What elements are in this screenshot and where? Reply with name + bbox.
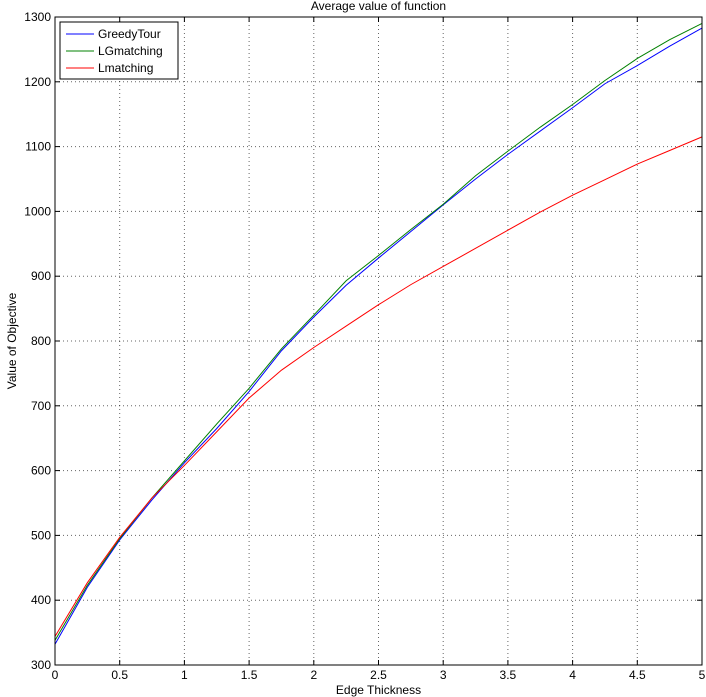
legend-label-lmatching: Lmatching	[98, 61, 153, 75]
x-tick-label: 1.5	[241, 668, 258, 682]
y-tick-label: 1300	[24, 10, 51, 24]
x-tick-label: 1	[181, 668, 188, 682]
x-tick-label: 4.5	[629, 668, 646, 682]
series-line-lgmatching	[54, 23, 703, 641]
series-lines	[54, 23, 703, 645]
x-tick-label: 3.5	[500, 668, 517, 682]
y-tick-label: 1100	[25, 140, 51, 154]
y-tick-label: 1000	[24, 204, 51, 218]
x-tick-label: 2	[310, 668, 317, 682]
x-tick-label: 3	[440, 668, 447, 682]
x-tick-label: 2.5	[370, 668, 387, 682]
legend-label-lgmatching: LGmatching	[98, 44, 163, 58]
x-tick-label: 0	[52, 668, 59, 682]
axis-ticks: 0 0.5 1 1.5 2 2.5 3 3.5 4 4.5 5 300 400 500 600 700 800 9…	[24, 10, 705, 682]
legend-label-greedytour: GreedyTour	[98, 27, 161, 41]
y-tick-label: 700	[31, 399, 51, 413]
y-tick-label: 800	[31, 334, 51, 348]
y-tick-label: 900	[31, 269, 51, 283]
x-tick-label: 5	[699, 668, 706, 682]
x-tick-label: 0.5	[111, 668, 128, 682]
grid	[55, 17, 702, 665]
y-tick-label: 1200	[24, 75, 51, 89]
series-line-lmatching	[54, 136, 703, 637]
legend: GreedyTour LGmatching Lmatching	[59, 21, 179, 80]
y-tick-label: 300	[31, 658, 51, 672]
y-axis-label: Value of Objective	[5, 292, 19, 389]
x-axis-label: Edge Thickness	[336, 683, 421, 697]
chart-title: Average value of function	[311, 0, 446, 13]
x-tick-label: 4	[569, 668, 576, 682]
y-tick-label: 600	[31, 464, 51, 478]
y-tick-label: 500	[31, 528, 51, 542]
y-tick-label: 400	[31, 593, 51, 607]
